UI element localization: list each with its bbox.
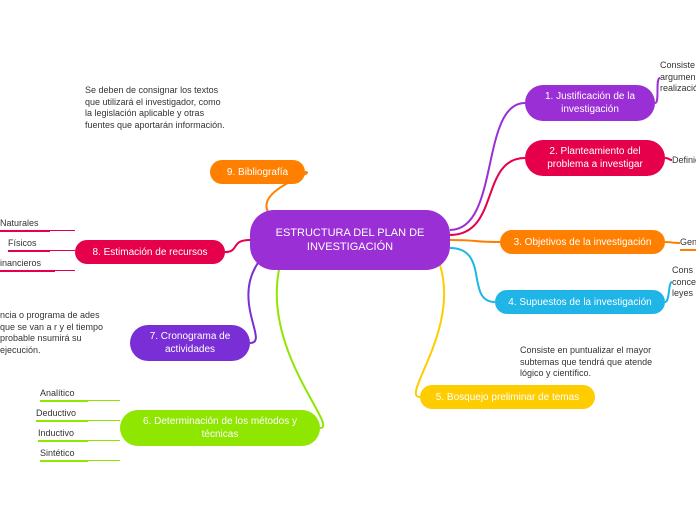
leaf-text: Gen (680, 237, 696, 247)
connector-path (277, 265, 323, 428)
connector-path (225, 240, 250, 252)
branch-node-n8[interactable]: 8. Estimación de recursos (75, 240, 225, 264)
branch-node-n1[interactable]: 1. Justificación de la investigación (525, 85, 655, 121)
branch-label: 7. Cronograma de actividades (140, 330, 240, 356)
leaf-l_nat[interactable]: Naturales (0, 218, 50, 232)
leaf-l_ded[interactable]: Deductivo (36, 408, 88, 422)
leaf-connector (88, 400, 120, 401)
branch-label: 1. Justificación de la investigación (535, 90, 645, 116)
leaf-connector (55, 270, 75, 271)
center-node[interactable]: ESTRUCTURA DEL PLAN DE INVESTIGACIÓN (250, 210, 450, 270)
leaf-connector (88, 460, 120, 461)
branch-node-n3[interactable]: 3. Objetivos de la investigación (500, 230, 665, 254)
connector-path (450, 240, 500, 242)
note-note2: Definició (672, 155, 696, 167)
leaf-text: inancieros (0, 258, 41, 268)
branch-node-n9[interactable]: 9. Bibliografía (210, 160, 305, 184)
note-note5: Consiste en puntualizar el mayor subtema… (520, 345, 670, 380)
note-text: ncia o programa de ades que se van a r y… (0, 310, 103, 355)
branch-label: 3. Objetivos de la investigación (514, 236, 652, 249)
note-text: Cons conce leyes (672, 265, 696, 298)
leaf-connector (88, 420, 120, 421)
leaf-text: Inductivo (38, 428, 74, 438)
leaf-l_gen[interactable]: Gen (680, 237, 696, 251)
connector-path (450, 248, 495, 302)
leaf-connector (50, 230, 75, 231)
branch-label: 8. Estimación de recursos (92, 246, 207, 259)
leaf-text: Analítico (40, 388, 75, 398)
note-text: Definició (672, 155, 696, 165)
note-note7: ncia o programa de ades que se van a r y… (0, 310, 115, 357)
connector-path (665, 158, 672, 160)
connector-path (450, 103, 525, 230)
leaf-text: Sintético (40, 448, 75, 458)
branch-node-n7[interactable]: 7. Cronograma de actividades (130, 325, 250, 361)
note-note4: Cons conce leyes (672, 265, 696, 300)
leaf-text: Físicos (8, 238, 37, 248)
branch-label: 4. Supuestos de la investigación (508, 296, 651, 309)
note-note1: Consiste argumen realizació (660, 60, 696, 95)
leaf-connector (50, 250, 75, 251)
leaf-l_fin[interactable]: inancieros (0, 258, 55, 272)
leaf-l_ind[interactable]: Inductivo (38, 428, 88, 442)
connector-path (665, 282, 672, 302)
connector-path (665, 242, 680, 243)
branch-label: 5. Bosquejo preliminar de temas (436, 391, 579, 404)
connector-path (416, 265, 444, 397)
branch-label: 2. Planteamiento del problema a investig… (535, 145, 655, 171)
branch-node-n2[interactable]: 2. Planteamiento del problema a investig… (525, 140, 665, 176)
branch-node-n5[interactable]: 5. Bosquejo preliminar de temas (420, 385, 595, 409)
note-text: Consiste argumen realizació (660, 60, 696, 93)
branch-label: 9. Bibliografía (227, 166, 288, 179)
leaf-text: Naturales (0, 218, 39, 228)
leaf-connector (88, 440, 120, 441)
branch-node-n4[interactable]: 4. Supuestos de la investigación (495, 290, 665, 314)
note-note9: Se deben de consignar los textos que uti… (85, 85, 225, 132)
center-label: ESTRUCTURA DEL PLAN DE INVESTIGACIÓN (260, 226, 440, 255)
leaf-l_ana[interactable]: Analítico (40, 388, 88, 402)
connector-path (248, 260, 260, 343)
note-text: Consiste en puntualizar el mayor subtema… (520, 345, 652, 378)
branch-node-n6[interactable]: 6. Determinación de los métodos y técnic… (120, 410, 320, 446)
note-text: Se deben de consignar los textos que uti… (85, 85, 225, 130)
connector-path (450, 158, 525, 235)
branch-label: 6. Determinación de los métodos y técnic… (130, 415, 310, 441)
leaf-l_sin[interactable]: Sintético (40, 448, 88, 462)
leaf-text: Deductivo (36, 408, 76, 418)
leaf-l_fis[interactable]: Físicos (8, 238, 50, 252)
